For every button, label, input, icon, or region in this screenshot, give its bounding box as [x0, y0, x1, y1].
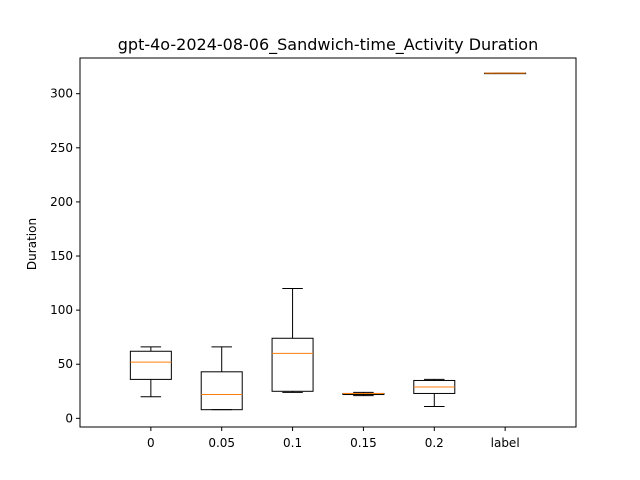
x-tick-label: 0 — [147, 436, 155, 450]
y-tick-label: 100 — [50, 303, 73, 317]
y-tick-label: 0 — [65, 411, 73, 425]
y-tick-label: 50 — [58, 357, 73, 371]
x-tick-label: 0.05 — [208, 436, 235, 450]
x-tick-label: 0.2 — [425, 436, 444, 450]
iqr-box — [129, 350, 172, 380]
y-tick-label: 150 — [50, 249, 73, 263]
x-tick-label: 0.1 — [283, 436, 302, 450]
x-tick-label: 0.15 — [350, 436, 377, 450]
chart-title: gpt-4o-2024-08-06_Sandwich-time_Activity… — [118, 35, 538, 55]
x-tick-label: label — [491, 436, 520, 450]
y-tick-label: 250 — [50, 141, 73, 155]
iqr-box — [271, 337, 314, 392]
y-tick-label: 300 — [50, 87, 73, 101]
iqr-box — [200, 371, 243, 411]
plot-area: 0 50 100 150 200 250 300 0 0.05 0.1 0.15 0.2 label — [50, 72, 527, 450]
y-tick-label: 200 — [50, 195, 73, 209]
y-axis-label: Duration — [25, 218, 39, 270]
axes-frame — [79, 57, 577, 428]
